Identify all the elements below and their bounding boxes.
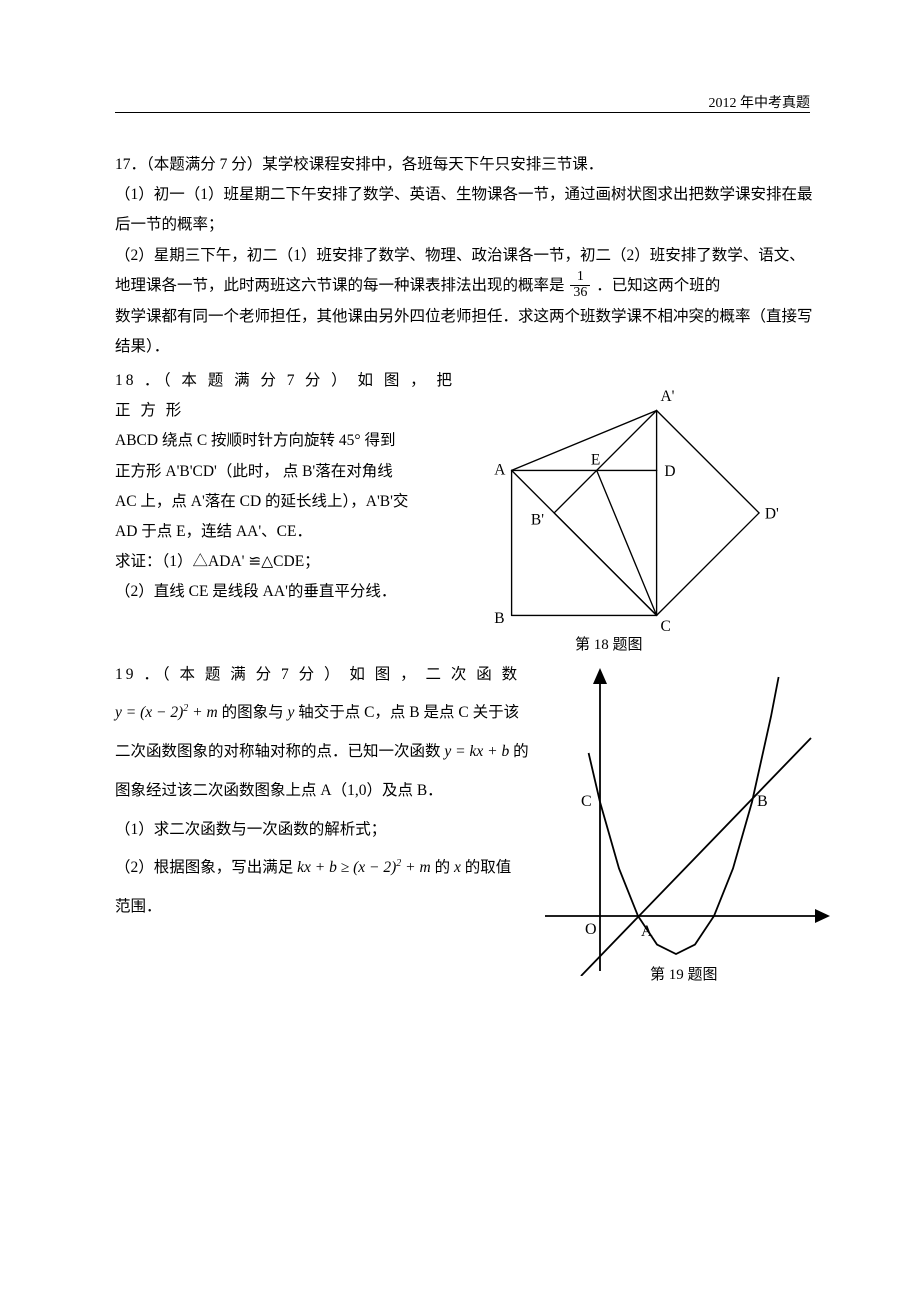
ineq-left: kx + b [297,859,337,876]
q19-l6-post: 的 x 的取值 [431,859,512,876]
label-Bprime: B' [531,511,544,528]
label-B-19: B [757,793,768,810]
label-Aprime: A' [660,388,674,405]
header-rule [115,112,810,113]
q19-l3-post: 的 [509,743,528,760]
q18-l3: 正方形 A'B'CD'（此时， 点 B'落在对角线 [115,457,455,487]
page-header: 2012 年中考真题 [709,92,811,112]
q19-l4: 图象经过该二次函数图象上点 A（1,0）及点 B． [115,772,530,811]
ineq-sym: ≥ [337,859,353,876]
figure-18-svg: A A' B B' C D D' E [465,366,825,656]
exam-page: 2012 年中考真题 17．（本题满分 7 分）某学校课程安排中，各班每天下午只… [0,0,920,1302]
label-A: A [494,461,506,478]
label-O: O [585,921,597,938]
q18-l4: AC 上，点 A'落在 CD 的延长线上），A'B'交 [115,487,455,517]
q19-l1: 19 ．（ 本 题 满 分 7 分 ） 如 图 ， 二 次 函 数 [115,656,530,695]
q19-l6-pre: （2）根据图象，写出满足 [115,859,297,876]
q18-text: 18 ．（ 本 题 满 分 7 分 ） 如 图 ， 把 正 方 形 ABCD 绕… [115,366,455,608]
q18-l1: 18 ．（ 本 题 满 分 7 分 ） 如 图 ， 把 正 方 形 [115,366,455,426]
q19-l6: （2）根据图象，写出满足 kx + b ≥ (x − 2)2 + m 的 x 的… [115,849,530,888]
q19-l3-pre: 二次函数图象的对称轴对称的点．已知一次函数 [115,743,444,760]
q18-l7: （2）直线 CE 是线段 AA'的垂直平分线． [115,577,455,607]
question-17: 17．（本题满分 7 分）某学校课程安排中，各班每天下午只安排三节课． （1）初… [115,150,820,362]
figure-19-svg: O A B C [545,666,835,976]
eq1-pre: y = (x − 2) [115,704,183,721]
label-E: E [591,452,600,469]
ineq-right-pre: (x − 2) [353,859,396,876]
q19-l5: （1）求二次函数与一次函数的解析式； [115,811,530,850]
figure-18-clean: A A' B B' C D D' E [465,366,825,656]
label-C-19: C [581,793,592,810]
q18-l6: 求证：（1）△ADA' ≌△CDE； [115,547,455,577]
q19-l7: 范围． [115,888,530,927]
eq2: y = kx + b [444,743,509,760]
label-D: D [664,463,675,480]
label-B: B [494,610,504,627]
q19-text: 19 ．（ 本 题 满 分 7 分 ） 如 图 ， 二 次 函 数 y = (x… [115,656,530,927]
label-A-19: A [641,923,653,940]
ineq-right-post: + m [401,859,430,876]
eq1-mid-m: + m [188,704,217,721]
q17-line1: 17．（本题满分 7 分）某学校课程安排中，各班每天下午只安排三节课． [115,150,820,180]
q17-line2: （1）初一（1）班星期二下午安排了数学、英语、生物课各一节，通过画树状图求出把数… [115,180,820,240]
q19-l2: y = (x − 2)2 + m 的图象与 y 轴交于点 C，点 B 是点 C … [115,694,530,733]
fraction-1-36: 136 [570,270,590,300]
question-19: 19 ．（ 本 题 满 分 7 分 ） 如 图 ， 二 次 函 数 y = (x… [115,656,820,927]
figure-19-caption: 第 19 题图 [650,961,718,990]
figure-19: O A B C [545,666,835,976]
q18-l2: ABCD 绕点 C 按顺时针方向旋转 45° 得到 [115,426,455,456]
label-Dprime: D' [765,506,779,523]
eq1-mid: 的图象与 y 轴交于点 C，点 B 是点 C 关于该 [218,704,519,721]
q17-l3-post: ．已知这两个班的 [592,277,720,294]
question-18: 18 ．（ 本 题 满 分 7 分 ） 如 图 ， 把 正 方 形 ABCD 绕… [115,366,820,608]
frac-den: 36 [570,286,590,301]
q17-line4: 数学课都有同一个老师担任，其他课由另外四位老师担任．求这两个班数学课不相冲突的概… [115,302,820,362]
q18-l5: AD 于点 E，连结 AA'、CE． [115,517,455,547]
q17-line3: （2）星期三下午，初二（1）班安排了数学、物理、政治课各一节，初二（2）班安排了… [115,241,820,302]
content-area: 17．（本题满分 7 分）某学校课程安排中，各班每天下午只安排三节课． （1）初… [115,150,820,927]
label-C: C [660,618,670,635]
frac-num: 1 [570,270,590,286]
q19-l3: 二次函数图象的对称轴对称的点．已知一次函数 y = kx + b 的 [115,733,530,772]
